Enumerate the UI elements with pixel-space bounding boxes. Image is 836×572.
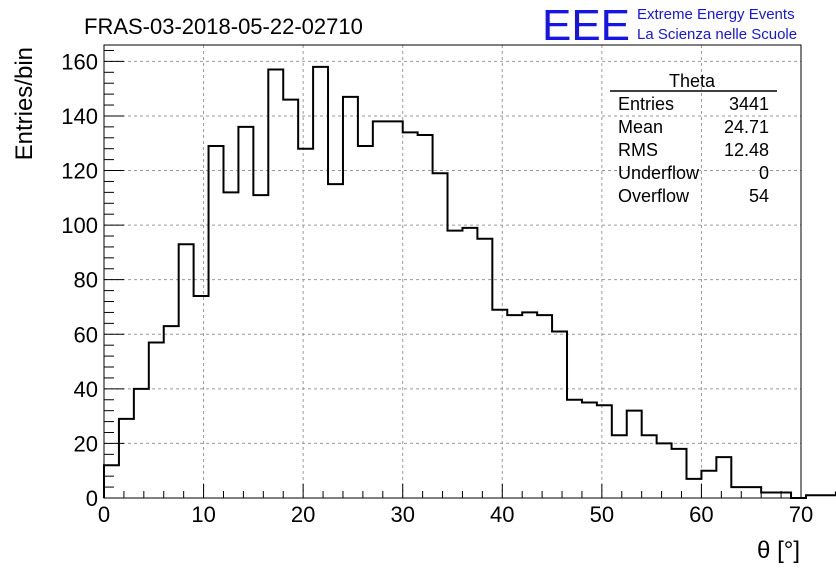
grid-layer	[104, 45, 801, 498]
stats-value-entries: 3441	[729, 94, 769, 114]
x-tick-label: 60	[689, 502, 713, 527]
logo-mark: EEE	[542, 1, 630, 50]
logo-line-2: La Scienza nelle Scuole	[637, 26, 797, 43]
stats-value-underflow: 0	[759, 163, 769, 183]
stats-label-rms: RMS	[618, 140, 658, 160]
x-tick-label: 50	[590, 502, 614, 527]
y-tick-label: 80	[74, 268, 98, 293]
y-tick-label: 60	[74, 322, 98, 347]
stats-value-mean: 24.71	[724, 117, 769, 137]
tick-layer	[103, 49, 802, 499]
x-tick-label: 30	[390, 502, 414, 527]
stats-value-overflow: 54	[749, 186, 769, 206]
y-axis-label: Entries/bin	[11, 47, 38, 160]
stats-label-underflow: Underflow	[618, 163, 700, 183]
histogram-outline	[103, 65, 836, 499]
stats-label-mean: Mean	[618, 117, 663, 137]
x-axis-label: θ [°]	[757, 537, 800, 564]
x-tick-label: 70	[789, 502, 813, 527]
tick-label-layer: 0 10 20 30 40 50 60 70 0 20 40 60 80 100 120 140 160	[61, 49, 813, 527]
y-tick-label: 0	[86, 486, 98, 511]
eee-logo: EEE Extreme Energy Events La Scienza nel…	[542, 1, 797, 50]
y-tick-label: 20	[74, 431, 98, 456]
stats-value-rms: 12.48	[724, 140, 769, 160]
x-tick-label: 0	[98, 502, 110, 527]
x-tick-label: 20	[291, 502, 315, 527]
stats-label-entries: Entries	[618, 94, 674, 114]
y-tick-label: 160	[61, 49, 98, 74]
plot-frame	[103, 44, 802, 499]
y-tick-label: 140	[61, 104, 98, 129]
stats-label-overflow: Overflow	[618, 186, 690, 206]
stats-box: Theta Entries 3441 Mean 24.71 RMS 12.48 …	[610, 71, 777, 206]
x-tick-label: 10	[191, 502, 215, 527]
chart-title: FRAS-03-2018-05-22-02710	[84, 14, 363, 39]
logo-line-1: Extreme Energy Events	[637, 6, 795, 23]
y-tick-label: 100	[61, 213, 98, 238]
stats-title: Theta	[669, 71, 716, 91]
x-tick-label: 40	[490, 502, 514, 527]
y-tick-label: 120	[61, 159, 98, 184]
y-tick-label: 40	[74, 377, 98, 402]
